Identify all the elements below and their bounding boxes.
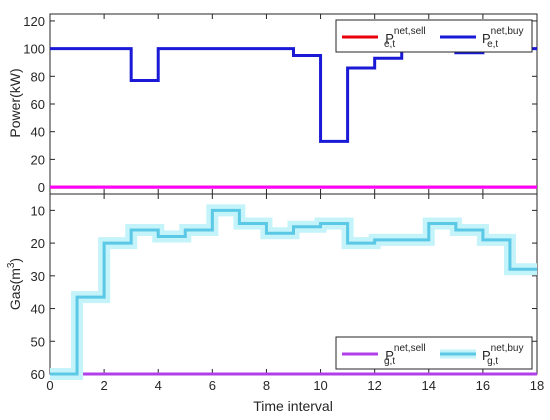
gas-x-tick-label: 12 [367,378,381,393]
gas-legend-label: Pnet,sell g,t [384,343,426,367]
power-y-tick-label: 80 [31,69,45,84]
power-y-tick-label: 60 [31,97,45,112]
power-axis-ticks: 0 20 40 60 80 100 120 [23,14,538,195]
gas-y-tick-label: 30 [31,269,45,284]
gas-x-tick-label: 4 [155,378,162,393]
gas-legend: Pnet,sell g,t Pnet,buy g,t [335,336,533,370]
power-legend-label: Pnet,buy e,t [482,26,523,50]
gas-y-tick-label: 50 [31,334,45,349]
gas-y-tick-label: 60 [31,367,45,382]
gas-x-tick-label: 18 [530,378,544,393]
power-series-lines [50,47,537,189]
gas-x-tick-label: 6 [209,378,216,393]
gas-x-axis-label: Time interval [253,398,333,414]
power-y-tick-label: 20 [31,152,45,167]
gas-y-axis-label: Gas(m3) [6,258,23,310]
power-series-net-buy-line [50,47,537,143]
gas-y-tick-label: 10 [31,203,45,218]
gas-y-tick-label: 20 [31,236,45,251]
gas-y-tick-label: 40 [31,302,45,317]
gas-series-lines [50,204,537,380]
gas-panel: 10 20 30 40 50 600 2 4 6 8 10 12 14 16 18 Gas(m3) Time… [6,193,544,414]
power-y-tick-label: 40 [31,125,45,140]
gas-x-tick-label: 10 [313,378,327,393]
power-y-tick-label: 0 [38,180,45,195]
gas-series-net-buy-line [50,208,537,376]
power-y-tick-label: 120 [23,14,45,29]
gas-x-tick-label: 16 [476,378,490,393]
power-legend: Pnet,sell e,t Pnet,buy e,t [335,19,533,53]
gas-x-tick-label: 14 [422,378,436,393]
gas-x-tick-label: 8 [263,378,270,393]
power-legend-label: Pnet,sell e,t [384,26,426,50]
power-y-tick-label: 100 [23,42,45,57]
gas-x-tick-label: 0 [46,378,53,393]
gas-axis-ticks: 10 20 30 40 50 600 2 4 6 8 10 12 14 16 18 [31,194,544,393]
gas-legend-label: Pnet,buy g,t [482,343,523,367]
power-y-axis-label: Power(kW) [7,68,23,137]
gas-x-tick-label: 2 [100,378,107,393]
